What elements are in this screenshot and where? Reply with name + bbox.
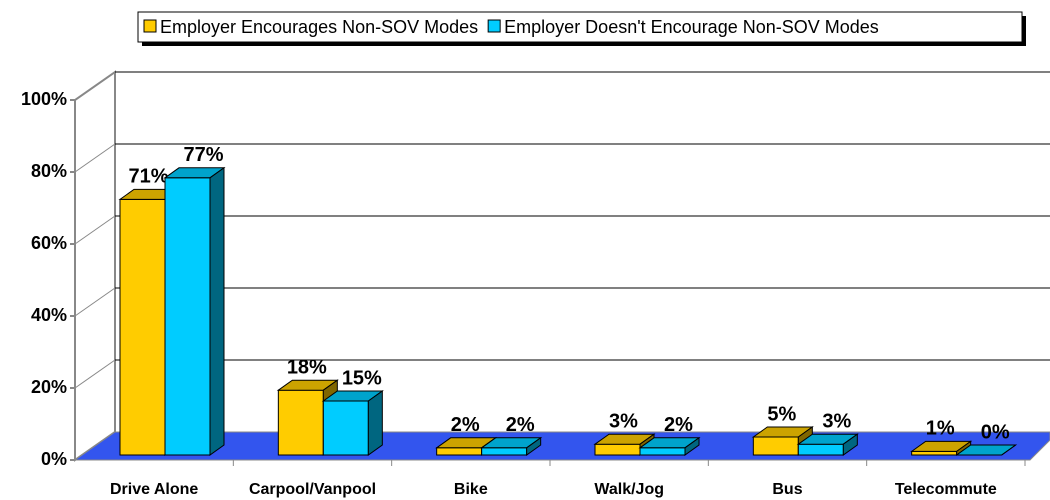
value-label: 2% xyxy=(506,414,535,436)
bar xyxy=(480,436,543,456)
bar-front xyxy=(752,436,799,456)
bar-front xyxy=(481,447,528,456)
bar-front xyxy=(797,443,844,456)
y-tick-label: 20% xyxy=(31,377,67,397)
x-tick-label: Drive Alone xyxy=(110,481,198,498)
grid-line xyxy=(74,71,116,101)
bar xyxy=(796,433,859,456)
y-tick-label: 0% xyxy=(41,449,67,469)
bar xyxy=(163,166,226,456)
y-tick-label: 60% xyxy=(31,233,67,253)
bar-front xyxy=(594,443,641,456)
x-tick-label: Carpool/Vanpool xyxy=(249,481,376,498)
y-tick-label: 80% xyxy=(31,161,67,181)
bar-front xyxy=(639,447,686,456)
bar-front xyxy=(164,177,211,456)
bar-side xyxy=(842,433,858,456)
bar-side xyxy=(367,390,383,456)
legend-swatch xyxy=(487,19,501,33)
bar xyxy=(910,440,973,456)
value-label: 2% xyxy=(664,414,693,436)
bar-side xyxy=(526,436,542,456)
bar-front xyxy=(911,450,958,456)
value-label: 18% xyxy=(287,356,327,378)
y-tick-label: 40% xyxy=(31,305,67,325)
legend-box xyxy=(137,11,1023,43)
value-label: 77% xyxy=(183,144,223,166)
bar xyxy=(638,436,701,456)
value-label: 3% xyxy=(822,410,851,432)
grid-line xyxy=(74,215,116,245)
value-label: 15% xyxy=(342,367,382,389)
bar-side xyxy=(1001,444,1016,456)
value-label: 3% xyxy=(609,410,638,432)
legend-swatch xyxy=(143,19,157,33)
value-label: 0% xyxy=(981,421,1010,443)
x-tick-label: Walk/Jog xyxy=(594,481,664,498)
y-tick-label: 100% xyxy=(21,89,67,109)
value-label: 1% xyxy=(926,418,955,440)
x-tick-label: Bus xyxy=(772,481,802,498)
x-tick-label: Telecommute xyxy=(895,481,997,498)
bar xyxy=(321,390,384,456)
bar-front xyxy=(322,400,369,456)
legend-label: Employer Encourages Non-SOV Modes xyxy=(160,17,478,37)
grid-line xyxy=(74,143,116,173)
bar-front xyxy=(277,389,324,456)
side-wall xyxy=(74,70,116,462)
bar-front xyxy=(436,447,483,456)
grid-line xyxy=(74,359,116,389)
value-label: 2% xyxy=(451,414,480,436)
x-tick-label: Bike xyxy=(454,481,488,498)
value-label: 71% xyxy=(128,166,168,188)
grid-line xyxy=(74,287,116,317)
bar-side xyxy=(684,436,700,456)
bar-side xyxy=(209,166,225,456)
bar-front xyxy=(119,198,166,456)
bar xyxy=(955,444,1018,456)
value-label: 5% xyxy=(767,403,796,425)
legend-label: Employer Doesn't Encourage Non-SOV Modes xyxy=(504,17,879,37)
